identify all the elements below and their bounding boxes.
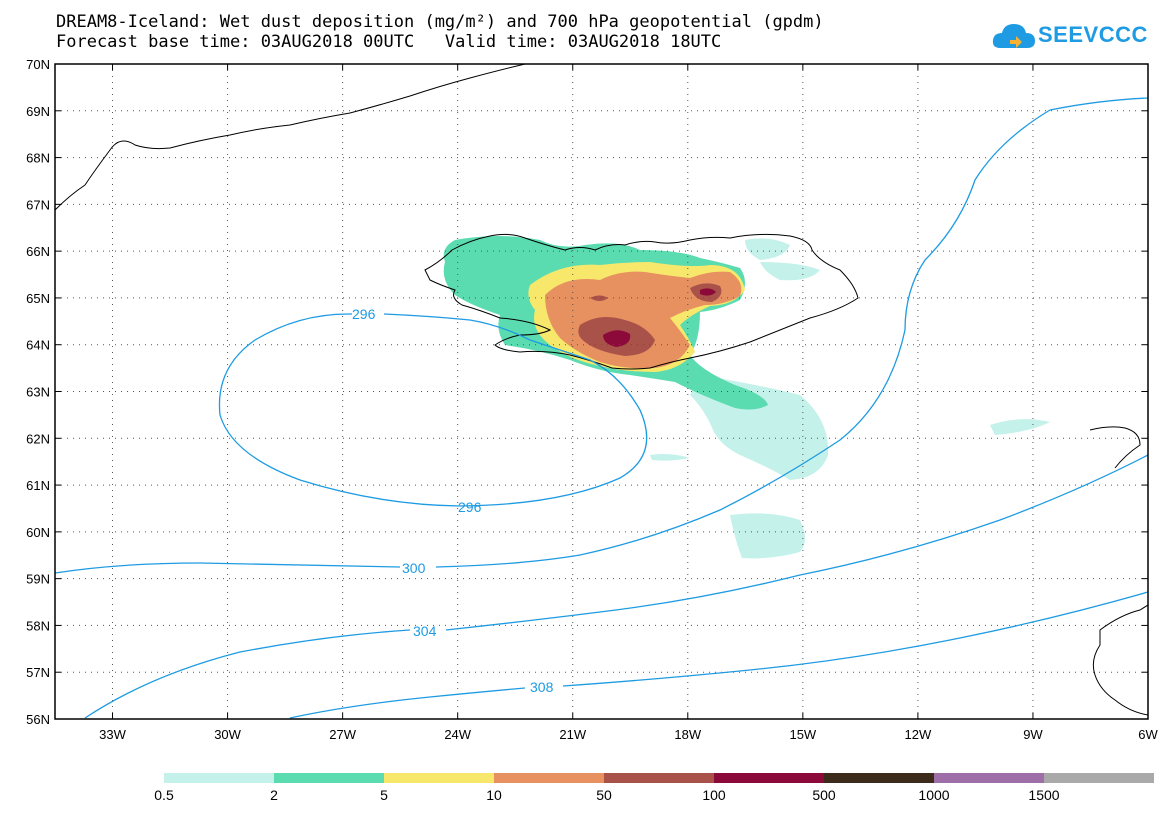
lon-label: 33W: [99, 727, 126, 742]
contour-304: [84, 454, 1148, 719]
seevccc-logo: SEEVCCC: [990, 18, 1150, 58]
colorbar-label: 100: [702, 787, 726, 803]
colorbar-swatch: [714, 773, 824, 783]
lat-label: 65N: [26, 291, 50, 306]
lat-label: 68N: [26, 151, 50, 166]
faroe-coastline: [1089, 426, 1141, 469]
colorbar-swatch: [934, 773, 1044, 783]
lat-label: 66N: [26, 244, 50, 259]
longitude-labels: 33W 30W 27W 24W 21W 18W 15W 12W 9W 6W: [99, 727, 1158, 742]
lon-label: 12W: [905, 727, 932, 742]
lon-label: 30W: [214, 727, 241, 742]
lat-label: 58N: [26, 618, 50, 633]
dust-region-light: [730, 513, 805, 559]
contour-label: 296: [458, 499, 482, 515]
colorbar-label: 1500: [1028, 787, 1059, 803]
lat-label: 67N: [26, 197, 50, 212]
lat-label: 70N: [26, 57, 50, 72]
lon-label: 15W: [789, 727, 816, 742]
logo-text: SEEVCCC: [1038, 22, 1148, 47]
dust-region-light: [745, 238, 790, 260]
geopotential-contours: [55, 97, 1148, 719]
cloud-icon: [992, 24, 1035, 48]
colorbar-label: 1000: [918, 787, 949, 803]
dust-region-maroon: [603, 330, 631, 347]
graticule: [55, 64, 1148, 719]
lon-label: 9W: [1023, 727, 1043, 742]
contour-label: 308: [530, 679, 554, 695]
lat-label: 64N: [26, 338, 50, 353]
lon-label: 27W: [329, 727, 356, 742]
lat-label: 62N: [26, 431, 50, 446]
contour-label: 304: [413, 623, 437, 639]
map-title: DREAM8-Iceland: Wet dust deposition (mg/…: [56, 12, 824, 32]
dust-region-light: [760, 262, 820, 281]
dust-region-brown: [590, 295, 608, 301]
iceland-coastline: [424, 233, 859, 370]
colorbar-label: 0.5: [154, 787, 174, 803]
lat-label: 56N: [26, 712, 50, 727]
contour-308: [289, 591, 1148, 719]
lat-label: 59N: [26, 572, 50, 587]
lat-label: 60N: [26, 525, 50, 540]
contour-296: [218, 313, 648, 507]
colorbar-label: 50: [596, 787, 612, 803]
colorbar-swatch: [384, 773, 494, 783]
dust-shading: [443, 236, 1050, 559]
greenland-coastline: [55, 64, 526, 211]
dust-region-maroon: [700, 288, 716, 296]
lat-label: 63N: [26, 385, 50, 400]
colorbar-swatch: [604, 773, 714, 783]
lon-label: 21W: [559, 727, 586, 742]
colorbar-label: 500: [812, 787, 836, 803]
colorbar-swatch: [1044, 773, 1154, 783]
contour-300: [55, 97, 1148, 574]
colorbar-label: 2: [270, 787, 278, 803]
contour-labels: 296 296 300 304 308: [352, 306, 554, 695]
contour-label: 296: [352, 306, 376, 322]
colorbar: 0.5 2 5 10 50 100 500 1000 1500: [154, 773, 1154, 803]
coastlines: [55, 64, 1148, 716]
lon-label: 24W: [444, 727, 471, 742]
dust-region-light: [990, 419, 1050, 435]
lat-label: 69N: [26, 104, 50, 119]
dust-region-light: [650, 454, 690, 461]
colorbar-swatch: [494, 773, 604, 783]
contour-label: 300: [402, 560, 426, 576]
scotland-coastline: [1092, 604, 1148, 716]
colorbar-label: 5: [380, 787, 388, 803]
map-subtitle: Forecast base time: 03AUG2018 00UTC Vali…: [56, 32, 722, 52]
lat-label: 61N: [26, 478, 50, 493]
axis-ticks: [55, 63, 1149, 720]
latitude-labels: 70N 69N 68N 67N 66N 65N 64N 63N 62N 61N 60N 59N 58N 5…: [26, 57, 50, 727]
colorbar-label: 10: [486, 787, 502, 803]
colorbar-swatch: [274, 773, 384, 783]
lon-label: 18W: [674, 727, 701, 742]
lat-label: 57N: [26, 665, 50, 680]
colorbar-swatch: [164, 773, 274, 783]
colorbar-swatch: [824, 773, 934, 783]
lon-label: 6W: [1138, 727, 1158, 742]
